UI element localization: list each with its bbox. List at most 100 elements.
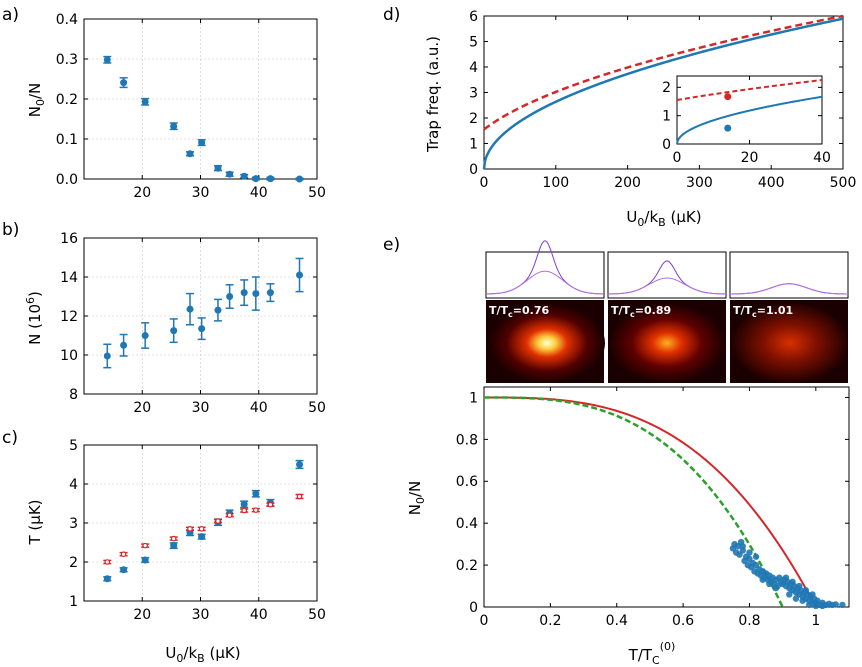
panel-e-point: [782, 574, 790, 581]
panel-a-point-blue: [296, 175, 304, 183]
panel-c-axes: 20 30 40 50 1 2 3 4 5: [69, 438, 326, 623]
panel-c-point-red: [215, 518, 221, 524]
panel-c-point-red: [241, 507, 247, 514]
panel-d-inset-xtick-label: 40: [813, 150, 831, 166]
panel-e-ytick-label: 0.4: [456, 516, 478, 532]
panel-a-ytick-label: 0.0: [56, 172, 78, 188]
panel-c-point-blue: [198, 533, 206, 541]
panel-e-xtick-label: 0: [480, 613, 489, 629]
panel-c-point-red: [253, 507, 259, 513]
panel-label-d: d): [383, 5, 400, 25]
panel-d-inset-axes: 0 20 40 0 1 2: [662, 75, 831, 166]
ylabel-b: N (106): [24, 291, 44, 345]
panel-a-xtick-label: 30: [192, 185, 210, 201]
panel-c-point-blue: [170, 542, 178, 550]
panel-c-xtick-label: 30: [192, 607, 210, 623]
panel-d-xtick-label: 300: [686, 175, 713, 191]
panel-c-point-blue: [296, 461, 304, 468]
profile-fit-2: [607, 277, 727, 295]
image-label-3: T/Tc=1.01: [733, 304, 793, 319]
panel-e-point: [796, 582, 803, 590]
panel-label-a: a): [2, 5, 19, 25]
panel-d-xtick-label: 200: [614, 175, 641, 191]
panel-b-point-blue: [214, 306, 222, 314]
image-tile-1: T/Tc=0.76: [485, 240, 605, 383]
panel-d-ytick-label: 2: [469, 111, 478, 127]
panel-e-ytick-label: 1: [469, 390, 478, 406]
panel-c-xtick-label: 20: [133, 607, 151, 623]
panel-a-point-blue: [214, 164, 222, 172]
panel-e-point: [746, 549, 753, 556]
panel-b-point-blue: [266, 289, 274, 297]
panel-e-point: [772, 584, 780, 592]
panel-d-inset-xtick-label: 0: [673, 150, 682, 166]
cloud-2: [609, 303, 725, 383]
cloud-1: [489, 303, 605, 383]
image-tile-2: T/Tc=0.89: [607, 251, 727, 383]
panel-a-point-blue: [266, 175, 274, 183]
panel-e-point: [809, 591, 816, 598]
image-tile-3: T/Tc=1.01: [729, 251, 849, 383]
panel-e-point: [819, 602, 826, 610]
panel-label-c: c): [2, 428, 18, 448]
panel-d-inset-ytick-label: 1: [662, 109, 671, 125]
image-label-2: T/Tc=0.89: [611, 304, 671, 319]
panel-e-ytick-label: 0: [469, 600, 478, 616]
panel-b-ytick-label: 14: [60, 270, 78, 286]
panel-e-point: [839, 601, 846, 609]
panel-a-point-blue: [186, 150, 194, 158]
panel-a-xtick-label: 50: [308, 185, 326, 201]
panel-d-inset-ytick-label: 0: [662, 137, 671, 153]
panel-e-ytick-label: 0.6: [456, 474, 478, 490]
panel-e-xtick-label: 0.6: [672, 613, 694, 629]
xlabel-d: U0/kB (µK): [626, 208, 701, 229]
panel-e-point: [766, 580, 773, 588]
panel-c-point-red: [296, 493, 303, 500]
panel-d-ytick-label: 3: [469, 85, 478, 101]
panel-c-ytick-label: 4: [69, 477, 78, 493]
panel-e-xtick-label: 0.2: [539, 613, 561, 629]
ylabel-d: Trap freq. (a.u.): [424, 36, 442, 153]
profile-fit-3: [729, 283, 849, 295]
panel-b-xtick-label: 30: [192, 400, 210, 416]
absorption-images: T/Tc=0.76 T/Tc=0.89 T/Tc=1.01: [485, 240, 849, 383]
panel-label-b: b): [2, 220, 19, 240]
panel-c-point-red: [120, 551, 127, 558]
panel-b-point-blue: [198, 325, 206, 333]
panel-e-frame: [483, 386, 850, 608]
panel-e-point: [759, 576, 766, 583]
panel-b-ytick-label: 16: [60, 231, 78, 247]
panel-b-point-blue: [240, 289, 248, 297]
panel-e-point: [786, 591, 793, 598]
panel-d-ytick-label: 4: [469, 60, 478, 76]
panel-a-point-blue: [103, 56, 111, 64]
ylabel-a: N0/N: [26, 83, 47, 118]
image-label-1: T/Tc=0.76: [489, 304, 549, 319]
plots-layer: 20 30 40 500.00.10.20.30.420 30 40 50810121416…: [56, 9, 857, 629]
profile-fit-1: [485, 270, 605, 295]
panel-a-ytick-label: 0.2: [56, 92, 78, 108]
panel-b-point-blue: [103, 352, 111, 360]
panel-b-point-blue: [226, 293, 234, 300]
panel-c-point-blue: [240, 500, 248, 508]
panel-e-ytick-label: 0.2: [456, 558, 478, 574]
panel-e-curve-green: [484, 396, 784, 608]
panel-d-xtick-label: 100: [542, 175, 569, 191]
panel-e-point: [805, 601, 813, 609]
profile-box-3: [729, 251, 849, 299]
panel-b-point-blue: [141, 332, 149, 339]
panel-c-point-red: [226, 512, 233, 519]
panel-c-point-blue: [120, 566, 128, 574]
panel-b-xtick-label: 20: [133, 400, 151, 416]
panel-e-point: [802, 587, 810, 594]
panel-c-point-red: [142, 542, 148, 549]
profile-box-1: [485, 251, 605, 299]
panel-e-point: [832, 601, 839, 608]
panel-d-curve-blue: [482, 17, 844, 170]
panel-c-point-blue: [103, 575, 111, 583]
panel-a-xtick-label: 20: [133, 185, 151, 201]
panel-b-point-blue: [170, 327, 178, 335]
panel-d-ytick-label: 6: [469, 9, 478, 25]
panel-a-point-blue: [240, 172, 248, 180]
